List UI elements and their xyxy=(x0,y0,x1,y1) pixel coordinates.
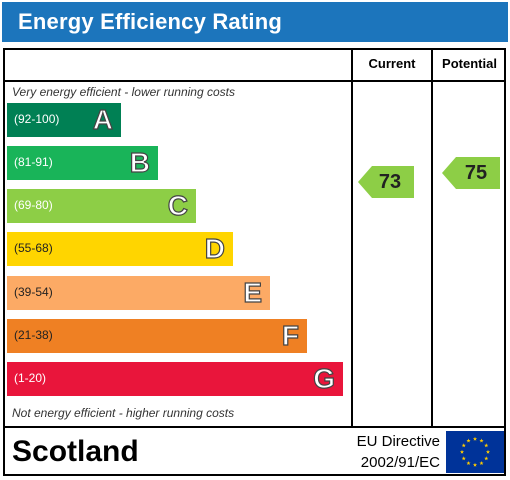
title-bar: Energy Efficiency Rating xyxy=(2,2,508,42)
region-label: Scotland xyxy=(12,435,139,468)
band-c: (69-80) C xyxy=(7,189,196,223)
band-d: (55-68) D xyxy=(7,232,233,266)
band-b: (81-91) B xyxy=(7,146,158,180)
arrow-value: 73 xyxy=(378,171,402,193)
band-range-label: (92-100) xyxy=(14,112,60,126)
star-icon xyxy=(485,449,491,454)
star-icon xyxy=(472,462,478,467)
arrow-shape xyxy=(442,157,500,189)
star-icon xyxy=(459,449,465,454)
star-icon xyxy=(466,461,471,466)
star-icon xyxy=(466,438,471,443)
band-letter-label: A xyxy=(92,103,113,135)
star-icon xyxy=(472,436,478,441)
current-rating-arrow: 73 xyxy=(358,166,414,198)
divider-potential xyxy=(431,48,433,428)
star-icon xyxy=(484,456,489,461)
header-divider xyxy=(3,80,506,82)
band-range-label: (81-91) xyxy=(14,155,53,169)
band-letter-label: F xyxy=(281,319,299,351)
band-range-label: (1-20) xyxy=(14,371,47,385)
rating-frame xyxy=(3,48,506,476)
band-letter-label: B xyxy=(129,146,150,178)
band-letter-label: C xyxy=(167,189,188,221)
band-range-label: (55-68) xyxy=(14,241,53,255)
band-range-label: (39-54) xyxy=(14,285,53,299)
eu-flag-icon xyxy=(446,431,504,473)
arrow-shape xyxy=(358,166,414,198)
current-header: Current xyxy=(368,56,416,71)
footer-divider xyxy=(3,426,506,428)
band-g: (1-20) G xyxy=(7,362,343,396)
band-range-label: (21-38) xyxy=(14,328,53,342)
star-icon xyxy=(461,443,466,448)
band-letter-label: D xyxy=(204,232,225,264)
bottom-caption: Not energy efficient - higher running co… xyxy=(12,406,235,420)
star-icon xyxy=(479,461,484,466)
potential-rating-arrow: 75 xyxy=(442,157,500,189)
band-letter-label: G xyxy=(313,362,336,394)
top-caption: Very energy efficient - lower running co… xyxy=(12,85,235,99)
directive-line-1: EU Directive xyxy=(356,433,440,450)
star-icon xyxy=(461,456,466,461)
star-icon xyxy=(484,443,489,448)
band-a: (92-100) A xyxy=(7,103,121,137)
arrow-value: 75 xyxy=(464,162,488,184)
chart-title: Energy Efficiency Rating xyxy=(18,9,282,34)
band-letter-label: E xyxy=(243,276,263,308)
divider-current xyxy=(351,48,353,428)
star-icon xyxy=(479,438,484,443)
band-range-label: (69-80) xyxy=(14,198,53,212)
band-f: (21-38) F xyxy=(7,319,307,353)
eu-flag-stars xyxy=(459,436,491,467)
potential-header: Potential xyxy=(442,56,497,71)
band-e: (39-54) E xyxy=(7,276,270,310)
directive-line-2: 2002/91/EC xyxy=(360,454,440,471)
